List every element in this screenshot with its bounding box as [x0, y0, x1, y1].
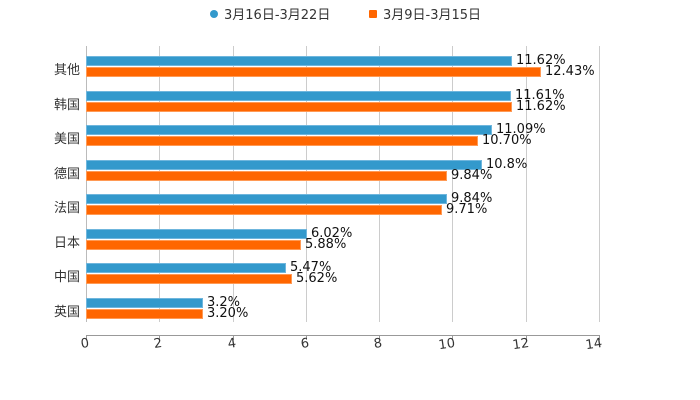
x-axis-tick: [233, 335, 234, 340]
category-label: 其他: [53, 63, 80, 78]
x-axis-tick-label: 4: [226, 336, 238, 353]
gridline: [526, 46, 527, 322]
bar-series-2[interactable]: [86, 274, 292, 284]
legend-item-series-2[interactable]: 3月9日-3月15日: [369, 4, 481, 23]
data-label: 5.47%: [290, 260, 332, 275]
x-axis-tick-label: 12: [511, 336, 531, 354]
x-axis-tick-label: 10: [437, 336, 457, 354]
category-label: 德国: [53, 167, 80, 182]
bar-series-2[interactable]: [86, 309, 203, 319]
data-label: 5.62%: [296, 271, 338, 286]
x-axis-tick: [599, 335, 600, 340]
bar-series-1[interactable]: [86, 56, 512, 66]
gridline: [233, 46, 234, 322]
legend-square-icon: [369, 9, 377, 18]
bar-series-2[interactable]: [86, 102, 512, 112]
legend-label: 3月16日-3月22日: [224, 8, 331, 23]
bar-series-1[interactable]: [86, 91, 511, 101]
bar-series-2[interactable]: [86, 136, 478, 146]
data-label: 11.62%: [516, 99, 566, 114]
x-axis-tick-label: 6: [299, 336, 311, 353]
x-axis-tick: [526, 335, 527, 340]
category-label: 中国: [53, 270, 80, 285]
data-label: 12.43%: [545, 64, 595, 79]
legend-label: 3月9日-3月15日: [383, 8, 482, 23]
data-label: 9.84%: [451, 168, 493, 183]
x-axis-tick-label: 0: [79, 336, 91, 353]
bar-series-1[interactable]: [86, 229, 307, 239]
legend-circle-icon: [210, 9, 218, 18]
x-axis-tick: [86, 335, 87, 340]
x-axis-tick-label: 2: [152, 336, 164, 353]
bar-series-1[interactable]: [86, 298, 203, 308]
x-axis-tick: [306, 335, 307, 340]
x-axis-tick-label: 8: [372, 336, 384, 353]
bar-series-2[interactable]: [86, 240, 301, 250]
data-label: 6.02%: [311, 226, 353, 241]
data-label: 5.88%: [305, 237, 347, 252]
bar-series-1[interactable]: [86, 263, 286, 273]
chart-legend: 3月16日-3月22日 3月9日-3月15日: [0, 4, 700, 24]
data-label: 10.8%: [486, 157, 528, 172]
data-label: 11.62%: [516, 53, 566, 68]
x-axis-tick: [379, 335, 380, 340]
bar-series-1[interactable]: [86, 125, 492, 135]
x-axis-tick-label: 14: [584, 336, 604, 354]
category-label: 法国: [53, 201, 80, 216]
gridline: [379, 46, 380, 322]
data-label: 3.20%: [207, 306, 249, 321]
data-label: 10.70%: [482, 133, 532, 148]
x-axis-tick: [452, 335, 453, 340]
category-label: 英国: [53, 305, 80, 320]
gridline: [452, 46, 453, 322]
gridline: [159, 46, 160, 322]
data-label: 11.09%: [496, 122, 546, 137]
category-label: 日本: [53, 236, 80, 251]
data-label: 11.61%: [515, 88, 565, 103]
y-axis-line: [86, 46, 87, 322]
x-axis-tick: [159, 335, 160, 340]
bar-series-2[interactable]: [86, 67, 541, 77]
category-label: 韩国: [53, 98, 80, 113]
category-label: 美国: [53, 132, 80, 147]
data-label: 9.84%: [451, 191, 493, 206]
legend-item-series-1[interactable]: 3月16日-3月22日: [210, 4, 330, 23]
data-label: 3.2%: [207, 295, 241, 310]
bar-series-1[interactable]: [86, 194, 447, 204]
data-label: 9.71%: [446, 202, 488, 217]
bar-series-2[interactable]: [86, 205, 442, 215]
gridline: [599, 46, 600, 322]
bar-series-2[interactable]: [86, 171, 447, 181]
x-axis-line: [86, 335, 599, 336]
gridline: [306, 46, 307, 322]
bar-series-1[interactable]: [86, 160, 482, 170]
